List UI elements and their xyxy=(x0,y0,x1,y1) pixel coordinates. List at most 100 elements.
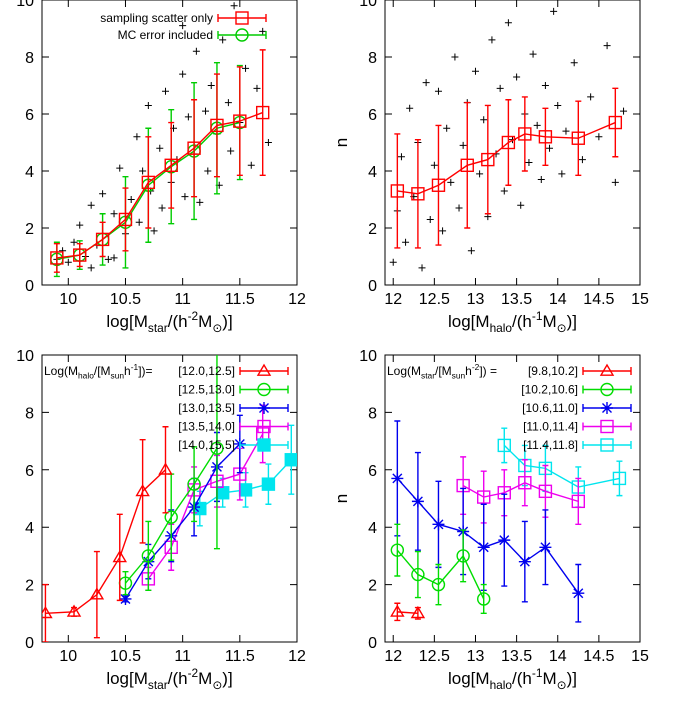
scatter-point xyxy=(242,64,250,72)
marker xyxy=(612,471,627,486)
error-bar xyxy=(435,124,442,246)
marker xyxy=(518,127,532,141)
legend-title: Log(Mhalo/[Msunh-1])= xyxy=(44,362,153,380)
x-axis-label-part: /(h xyxy=(512,669,532,688)
scatter-point xyxy=(480,116,488,124)
legend-label: [14.0,15.5] xyxy=(178,438,235,452)
legend-title-part: star xyxy=(421,371,435,381)
legend-marker xyxy=(601,402,613,414)
series xyxy=(390,87,623,249)
error-bar xyxy=(213,355,220,550)
scatter-point xyxy=(139,167,147,175)
error-bar xyxy=(139,438,146,544)
x-axis-label-part: log[M xyxy=(448,669,490,688)
legend-title-part: h xyxy=(465,364,472,378)
x-tick-label: 14 xyxy=(549,291,567,308)
marker xyxy=(431,178,446,192)
scatter-point xyxy=(99,190,107,198)
x-tick-label: 14.5 xyxy=(583,291,614,308)
error-bar xyxy=(414,138,421,249)
marker xyxy=(42,605,53,619)
marker xyxy=(210,441,224,455)
plot-frame xyxy=(384,354,641,643)
legend-line xyxy=(217,31,267,39)
error-bar xyxy=(464,101,471,229)
y-tick-label: 8 xyxy=(25,405,34,422)
marker xyxy=(477,541,490,554)
marker xyxy=(119,592,132,605)
x-tick-label: 10.5 xyxy=(110,291,141,308)
x-axis-label-part: -2 xyxy=(188,309,199,323)
y-tick-label: 2 xyxy=(25,578,34,595)
error-bar xyxy=(168,473,175,561)
marker xyxy=(141,175,156,190)
scatter-point xyxy=(554,101,562,109)
error-bar xyxy=(460,529,467,583)
x-axis-label: log[Mstar/(h-2M⊙)] xyxy=(106,309,232,335)
scatter-point xyxy=(546,144,554,152)
x-axis-label-part: M xyxy=(198,669,212,688)
legend-label: [11.4,11.8] xyxy=(523,438,578,452)
legend-title-part: -1 xyxy=(131,362,139,372)
legend-title-part: Log(M xyxy=(44,364,78,378)
y-tick-label: 0 xyxy=(25,278,34,295)
plot-area xyxy=(390,420,627,623)
error-bar xyxy=(93,550,100,639)
x-tick-label: 13 xyxy=(467,291,485,308)
legend-title-part: -2 xyxy=(472,362,480,372)
x-tick-label: 12.5 xyxy=(419,291,450,308)
x-axis-label: log[Mhalo/(h-1M⊙)] xyxy=(448,666,577,692)
marker xyxy=(477,490,491,504)
scatter-point xyxy=(402,238,410,246)
marker xyxy=(164,158,178,173)
plot-area xyxy=(389,7,628,272)
series xyxy=(118,355,224,596)
scatter-point xyxy=(562,127,570,135)
x-axis-label-part: )] xyxy=(567,312,577,331)
error-bar xyxy=(122,570,129,596)
x-tick-label: 11.5 xyxy=(225,648,255,665)
scatter-point xyxy=(595,133,603,141)
scatter-point xyxy=(488,36,496,44)
legend-line xyxy=(582,441,632,449)
scatter-point xyxy=(550,7,558,15)
error-bar xyxy=(145,520,152,592)
scatter-point xyxy=(104,255,112,263)
legend-line xyxy=(582,367,632,375)
legend-label: [11.0,11.4] xyxy=(523,420,578,434)
marker xyxy=(498,534,511,547)
marker xyxy=(158,462,173,475)
y-tick-label: 6 xyxy=(368,463,377,480)
error-bar xyxy=(213,73,220,178)
marker xyxy=(411,187,425,201)
legend-marker xyxy=(600,382,614,397)
series-line xyxy=(397,121,616,195)
x-axis-label-part: )] xyxy=(567,669,577,688)
scatter-point xyxy=(558,170,566,178)
error-bar xyxy=(53,242,60,273)
marker xyxy=(187,477,201,491)
scatter-point xyxy=(150,227,158,235)
legend-line xyxy=(239,422,289,431)
scatter-point xyxy=(422,79,430,87)
scatter-point xyxy=(578,156,586,164)
y-tick-label: 0 xyxy=(25,635,34,652)
scatter-point xyxy=(517,201,525,209)
scatter-point xyxy=(467,247,475,255)
scatter-point xyxy=(611,178,619,186)
x-axis-label-part: /(h xyxy=(168,312,188,331)
legend: sampling scatter only MC error included xyxy=(100,11,267,42)
y-tick-label: 4 xyxy=(368,520,377,537)
scatter-point xyxy=(397,153,405,161)
legend-marker xyxy=(257,382,271,397)
marker xyxy=(497,438,511,453)
marker xyxy=(538,130,553,144)
series xyxy=(390,602,426,622)
scatter-point xyxy=(513,73,521,81)
scatter-point xyxy=(525,158,533,166)
error-bar xyxy=(521,96,528,172)
scatter-point xyxy=(110,254,118,262)
legend-label: [12.5,13.0] xyxy=(178,383,235,397)
x-tick-label: 12 xyxy=(384,648,402,665)
